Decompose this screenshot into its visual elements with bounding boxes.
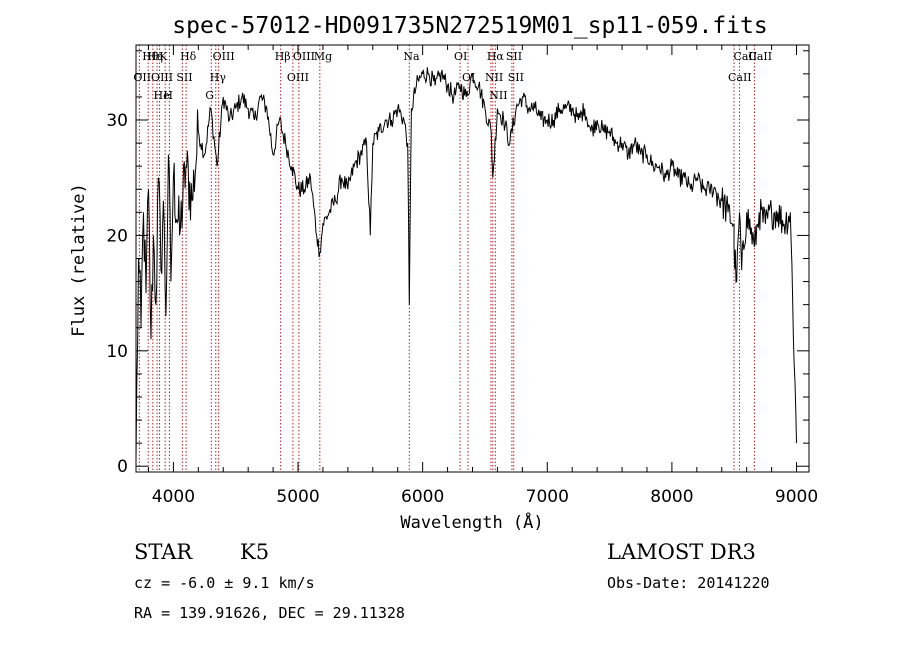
spectral-line-label: OIII xyxy=(293,50,315,63)
spectral-line-label: Hβ xyxy=(275,50,291,63)
axis-ticks xyxy=(136,45,809,472)
spectral-line-label: CaII xyxy=(728,71,752,84)
spectral-line-label: CaII xyxy=(748,50,772,63)
x-tick-label: 9000 xyxy=(775,487,818,507)
spectral-line-label: CaII xyxy=(733,50,757,63)
spectral-line-label: NII xyxy=(485,71,503,84)
spectral-line-label: SII xyxy=(506,50,522,63)
x-tick-labels: 4000 5000 6000 7000 8000 9000 xyxy=(152,487,818,507)
spectral-line-markers xyxy=(138,45,755,472)
y-tick-label: 20 xyxy=(106,226,128,246)
x-tick-label: 4000 xyxy=(152,487,195,507)
spectral-line-label: K xyxy=(159,50,168,63)
spectral-line-label: SII xyxy=(508,71,524,84)
spectral-line-label: Na xyxy=(403,50,420,63)
y-tick-label: 30 xyxy=(106,111,128,131)
spectral-line-label: NII xyxy=(489,89,507,102)
spectral-line-label: Hα xyxy=(487,50,505,63)
object-class: STAR xyxy=(134,540,193,564)
x-tick-label: 5000 xyxy=(276,487,319,507)
spectral-line-label: Hθ xyxy=(142,50,159,63)
x-tick-label: 6000 xyxy=(401,487,444,507)
spectral-line-label: He xyxy=(154,89,170,102)
spectral-line-label: G xyxy=(205,89,214,102)
x-tick-label: 7000 xyxy=(526,487,569,507)
x-tick-label: 8000 xyxy=(650,487,693,507)
survey-name: LAMOST DR3 xyxy=(607,540,756,564)
spectral-line-label: Hδ xyxy=(180,50,197,63)
y-tick-label: 10 xyxy=(106,342,128,362)
spectral-line-label: SII xyxy=(176,71,192,84)
y-tick-label: 0 xyxy=(117,457,128,477)
spectral-line-label: OIII xyxy=(287,71,309,84)
flux-series-line xyxy=(135,67,797,461)
spectral-line-label: OIII xyxy=(213,50,235,63)
obs-date-text: Obs-Date: 20141220 xyxy=(607,574,770,592)
spectral-line-label: Hγ xyxy=(210,71,227,84)
y-tick-labels: 0 10 20 30 xyxy=(106,111,128,477)
object-subclass: K5 xyxy=(240,540,270,564)
spectral-line-label: Mg xyxy=(314,50,332,63)
spectral-line-label: OIII xyxy=(151,71,173,84)
plot-frame xyxy=(135,44,810,473)
spectral-line-label: H xyxy=(163,89,173,102)
spectral-line-label: OI xyxy=(454,50,467,63)
spectral-line-label: Hη xyxy=(147,50,163,63)
y-axis-label: Flux (relative) xyxy=(69,183,89,337)
x-axis-label: Wavelength (Å) xyxy=(400,511,543,533)
chart-title: spec-57012-HD091735N272519M01_sp11-059.f… xyxy=(172,13,767,39)
coordinates-text: RA = 139.91626, DEC = 29.11328 xyxy=(134,604,405,622)
redshift-text: cz = -6.0 ± 9.1 km/s xyxy=(134,574,315,592)
